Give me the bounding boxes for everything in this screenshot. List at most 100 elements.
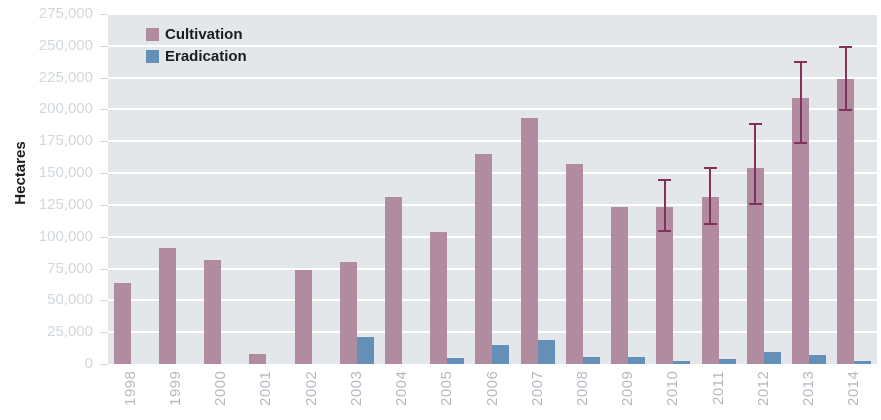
y-tick-mark: [100, 268, 108, 270]
year-group-2007: [515, 14, 560, 364]
eradication-bar-2006: [492, 344, 510, 364]
gridline: [108, 140, 877, 143]
y-tick-mark: [100, 77, 108, 79]
cultivation-swatch-icon: [146, 27, 159, 41]
y-tick-mark: [100, 300, 108, 302]
eradication-bar-2011: [718, 359, 736, 364]
legend: Cultivation Eradication: [146, 23, 247, 67]
gridline: [108, 235, 877, 238]
y-tick-label: 150,000: [38, 164, 93, 182]
eradication-bar-2014: [854, 360, 872, 364]
y-tick-label: 225,000: [38, 68, 93, 86]
y-tick-mark: [100, 109, 108, 111]
x-axis-tick-labels: 1998 1999 2000 2001 2002 2003 2004 2005 2006 2007…: [108, 369, 877, 420]
cultivation-bar-1999: [158, 248, 176, 364]
eradication-bar-2003: [356, 336, 374, 364]
legend-item-eradication: Eradication: [146, 45, 247, 67]
year-group-2000: [198, 14, 243, 364]
cultivation-bar-1998: [113, 282, 131, 364]
year-group-2005: [425, 14, 470, 364]
x-tick-label-2011: 2011: [709, 371, 727, 406]
y-tick-mark: [100, 173, 108, 175]
x-tick-label-2014: 2014: [845, 371, 863, 407]
x-tick-label-2013: 2013: [800, 371, 818, 407]
y-tick-mark: [100, 332, 108, 334]
year-group-2013: [787, 14, 832, 364]
gridlines-layer: [108, 13, 877, 364]
y-axis-tick-marks: [100, 14, 108, 365]
year-group-2002: [289, 14, 334, 364]
year-group-2014: [832, 14, 877, 364]
x-tick-label-2001: 2001: [257, 371, 275, 407]
year-group-1998: [108, 14, 153, 364]
cultivation-bar-2005: [430, 231, 448, 364]
x-tick-label-2007: 2007: [528, 371, 546, 407]
gridline: [108, 76, 877, 79]
y-tick-label: 175,000: [38, 132, 93, 150]
cultivation-bar-2001: [249, 353, 267, 364]
gridline: [108, 108, 877, 111]
gridline: [108, 203, 877, 206]
year-group-2004: [379, 14, 424, 364]
y-tick-label: 125,000: [38, 195, 93, 213]
eradication-bar-2008: [582, 357, 600, 364]
cultivation-bar-2002: [294, 269, 312, 364]
y-tick-label: 250,000: [38, 36, 93, 54]
cultivation-bar-2007: [520, 118, 538, 364]
cultivation-bar-2013: [792, 98, 810, 364]
y-axis-tick-labels: 0 25,000 50,000 75,000 100,000 125,000 150,000…: [0, 5, 97, 372]
x-tick-label-2008: 2008: [573, 371, 591, 407]
x-tick-label-2002: 2002: [302, 371, 320, 407]
y-tick-mark: [100, 45, 108, 47]
y-tick-label: 275,000: [38, 5, 93, 22]
y-tick-label: 25,000: [47, 323, 93, 341]
x-tick-label-2006: 2006: [483, 371, 501, 407]
cultivation-bar-2011: [701, 197, 719, 364]
year-group-2012: [741, 14, 786, 364]
x-tick-label-2003: 2003: [347, 371, 365, 407]
y-tick-mark: [100, 236, 108, 238]
year-group-2008: [560, 14, 605, 364]
x-tick-label-2004: 2004: [393, 371, 411, 407]
cultivation-bar-2010: [656, 207, 674, 364]
x-tick-label-2012: 2012: [754, 371, 772, 407]
eradication-bar-2013: [809, 354, 827, 364]
eradication-bar-2012: [763, 351, 781, 364]
cultivation-bar-2012: [746, 168, 764, 364]
legend-label-cultivation: Cultivation: [165, 25, 243, 43]
y-tick-mark: [100, 14, 108, 15]
gridline: [108, 331, 877, 334]
cultivation-bar-2008: [565, 164, 583, 364]
gridline: [108, 44, 877, 47]
y-tick-mark: [100, 141, 108, 143]
eradication-bar-2009: [628, 357, 646, 364]
gridline: [108, 299, 877, 302]
cultivation-bar-2006: [475, 154, 493, 364]
x-tick-label-1998: 1998: [121, 371, 139, 407]
x-tick-label-2010: 2010: [664, 371, 682, 407]
y-tick-mark: [100, 204, 108, 206]
y-tick-label: 50,000: [47, 291, 93, 309]
eradication-bar-2005: [447, 357, 465, 364]
legend-label-eradication: Eradication: [165, 47, 247, 65]
y-tick-mark: [100, 364, 108, 365]
cultivation-bar-2009: [611, 207, 629, 364]
plot-area: Cultivation Eradication: [108, 13, 877, 364]
year-group-2003: [334, 14, 379, 364]
y-tick-label: 0: [84, 355, 93, 372]
gridline: [108, 267, 877, 270]
year-group-2010: [651, 14, 696, 364]
x-tick-label-2000: 2000: [212, 371, 230, 407]
cultivation-bar-2003: [339, 262, 357, 364]
y-tick-label: 100,000: [38, 227, 93, 245]
x-tick-label-2009: 2009: [619, 371, 637, 407]
year-group-2009: [606, 14, 651, 364]
eradication-bar-2007: [537, 339, 555, 364]
cultivation-bar-2014: [837, 78, 855, 364]
error-bar-2011: [703, 166, 717, 226]
error-bar-2013: [794, 61, 808, 144]
legend-item-cultivation: Cultivation: [146, 23, 247, 45]
cultivation-bar-2004: [385, 197, 403, 364]
year-group-2001: [244, 14, 289, 364]
